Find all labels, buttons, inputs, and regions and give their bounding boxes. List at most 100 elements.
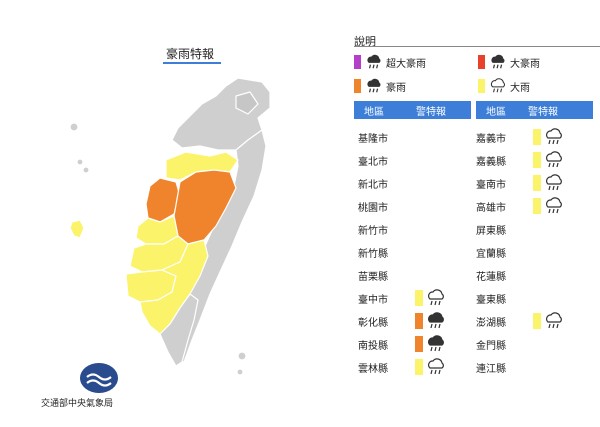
rain-outline-icon xyxy=(428,289,444,306)
header-region: 地區 xyxy=(364,106,384,118)
rain-outline-icon xyxy=(546,312,562,329)
heavy-rain-icon xyxy=(491,54,505,69)
region-name: 臺南市 xyxy=(476,179,506,191)
legend-item-very-heavy: 大豪雨 xyxy=(478,54,540,70)
table-row: 宜蘭縣 xyxy=(476,241,586,263)
region-name: 花蓮縣 xyxy=(476,271,506,283)
region-name: 臺北市 xyxy=(358,156,388,168)
table-row: 新北市 xyxy=(358,172,468,194)
heavy-rain-icon xyxy=(428,335,444,352)
rain-outline-icon xyxy=(546,151,562,168)
region-name: 新竹縣 xyxy=(358,248,388,260)
table-row: 臺南市 xyxy=(476,172,586,194)
warning-level-bar xyxy=(415,359,423,375)
table-row: 桃園市 xyxy=(358,195,468,217)
cwb-logo xyxy=(54,362,144,398)
region-name: 屏東縣 xyxy=(476,225,506,237)
map-title: 豪雨特報 xyxy=(166,47,215,61)
table-row: 雲林縣 xyxy=(358,356,468,378)
region-name: 嘉義市 xyxy=(476,133,506,145)
table-row: 南投縣 xyxy=(358,333,468,355)
table-row: 花蓮縣 xyxy=(476,264,586,286)
legend-item-super-heavy: 超大豪雨 xyxy=(354,54,426,70)
table-row: 嘉義縣 xyxy=(476,149,586,171)
table-header-left: 地區 警特報 xyxy=(354,101,471,119)
legend-title: 說明 xyxy=(354,35,376,48)
warning-level-bar xyxy=(533,198,541,214)
warning-map: 豪雨特報 xyxy=(41,47,271,409)
table-row: 苗栗縣 xyxy=(358,264,468,286)
warning-level-bar xyxy=(533,313,541,329)
island-5 xyxy=(236,368,244,376)
region-name: 新竹市 xyxy=(358,225,388,237)
rain-outline-icon xyxy=(428,358,444,375)
rain-outline-icon xyxy=(546,128,562,145)
island-1 xyxy=(69,122,79,132)
region-name: 臺東縣 xyxy=(476,294,506,306)
region-name: 彰化縣 xyxy=(358,317,388,329)
region-name: 桃園市 xyxy=(358,202,388,214)
header-warning: 警特報 xyxy=(528,106,558,118)
rain-outline-icon xyxy=(490,78,506,93)
warning-level-bar xyxy=(533,152,541,168)
region-name: 嘉義縣 xyxy=(476,156,506,168)
table-row: 基隆市 xyxy=(358,126,468,148)
table-row: 嘉義市 xyxy=(476,126,586,148)
region-penghu xyxy=(69,219,85,239)
table-row: 金門縣 xyxy=(476,333,586,355)
table-row: 新竹縣 xyxy=(358,241,468,263)
region-name: 南投縣 xyxy=(358,340,388,352)
table-row: 屏東縣 xyxy=(476,218,586,240)
island-2 xyxy=(76,158,84,166)
header-warning: 警特報 xyxy=(416,106,446,118)
legend-divider xyxy=(354,46,600,47)
table-header-right: 地區 警特報 xyxy=(476,101,593,119)
region-name: 澎湖縣 xyxy=(476,317,506,329)
heavy-rain-icon xyxy=(367,54,381,69)
table-row: 彰化縣 xyxy=(358,310,468,332)
region-name: 新北市 xyxy=(358,179,388,191)
table-row: 澎湖縣 xyxy=(476,310,586,332)
heavy-rain-icon xyxy=(367,78,381,93)
table-row: 高雄市 xyxy=(476,195,586,217)
table-row: 臺東縣 xyxy=(476,287,586,309)
island-3 xyxy=(82,166,90,174)
heavy-rain-icon xyxy=(428,312,444,329)
legend-label: 超大豪雨 xyxy=(386,58,426,70)
legend-item-heavy: 豪雨 xyxy=(354,78,406,94)
region-name: 高雄市 xyxy=(476,202,506,214)
region-name: 苗栗縣 xyxy=(358,271,388,283)
table-row: 臺中市 xyxy=(358,287,468,309)
rain-outline-icon xyxy=(546,197,562,214)
region-name: 金門縣 xyxy=(476,340,506,352)
taiwan-map xyxy=(69,77,271,376)
region-name: 基隆市 xyxy=(358,133,388,145)
region-name: 連江縣 xyxy=(476,363,506,375)
region-name: 宜蘭縣 xyxy=(476,248,506,260)
legend-label: 大豪雨 xyxy=(510,58,540,70)
legend-item-rain: 大雨 xyxy=(478,78,530,94)
warning-level-bar xyxy=(415,313,423,329)
region-pingtung xyxy=(159,293,199,367)
warning-level-bar xyxy=(415,290,423,306)
island-4 xyxy=(237,351,247,361)
legend-swatch xyxy=(478,79,485,93)
rain-outline-icon xyxy=(546,174,562,191)
legend-swatch xyxy=(354,79,361,93)
table-row: 連江縣 xyxy=(476,356,586,378)
header-region: 地區 xyxy=(486,106,506,118)
map-title-underline xyxy=(163,62,221,64)
table-row: 臺北市 xyxy=(358,149,468,171)
agency-name: 交通部中央氣象局 xyxy=(41,399,114,409)
warning-level-bar xyxy=(533,175,541,191)
warning-level-bar xyxy=(533,129,541,145)
region-name: 臺中市 xyxy=(358,294,388,306)
table-row: 新竹市 xyxy=(358,218,468,240)
warning-level-bar xyxy=(415,336,423,352)
legend-label: 豪雨 xyxy=(386,82,406,94)
legend-swatch xyxy=(478,55,485,69)
region-north-detail xyxy=(235,91,259,115)
legend-label: 大雨 xyxy=(510,82,530,94)
region-name: 雲林縣 xyxy=(358,363,388,375)
legend-swatch xyxy=(354,55,361,69)
